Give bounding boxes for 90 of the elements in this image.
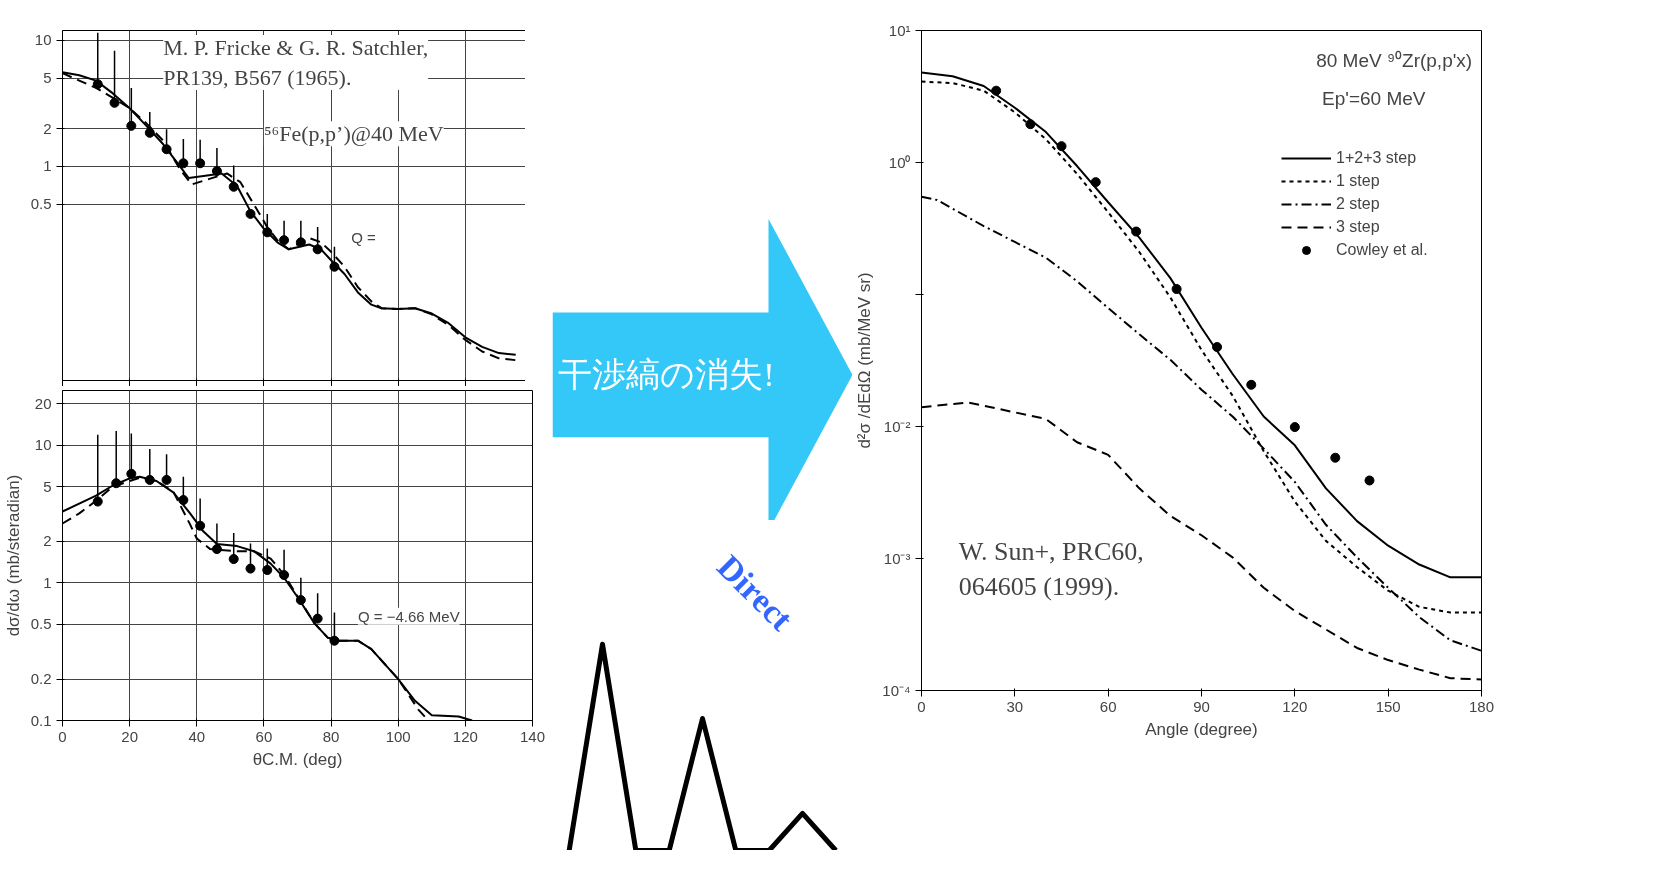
point	[126, 468, 137, 479]
point	[262, 227, 273, 238]
point	[211, 544, 222, 555]
x-tick-label: 0	[58, 727, 67, 745]
point	[245, 563, 256, 574]
x-tick-label: 100	[385, 727, 411, 745]
y-tick-label: 10	[34, 436, 52, 454]
y-tick-label: 10¹	[888, 22, 911, 39]
y-tick-label: 5	[43, 477, 52, 495]
x-tick-label: 40	[188, 727, 206, 745]
point	[144, 474, 155, 485]
point	[1171, 284, 1182, 295]
point	[228, 554, 239, 565]
annotation: Ep'=60 MeV	[1322, 88, 1426, 110]
legend-label: 1+2+3 step	[1336, 149, 1417, 167]
y-tick-label: 1	[43, 573, 52, 591]
point	[161, 474, 172, 485]
point	[1090, 177, 1101, 188]
point	[279, 235, 290, 246]
y-tick-label: 0.2	[30, 670, 52, 688]
point	[1131, 226, 1142, 237]
legend-label: 1 step	[1336, 172, 1380, 190]
y-axis-title: dσ/dω (mb/steradian)	[3, 474, 23, 637]
point	[178, 495, 189, 506]
point	[228, 181, 239, 192]
point	[329, 261, 340, 272]
point	[144, 127, 155, 138]
legend-label: 2 step	[1336, 195, 1380, 213]
y-tick-label: 0.5	[30, 195, 52, 213]
point	[161, 144, 172, 155]
point	[245, 208, 256, 219]
y-tick-label: 10⁻³	[883, 550, 911, 567]
text: 干渉縞の消失!	[558, 356, 775, 394]
y-tick-label: 10⁻⁴	[882, 682, 911, 699]
y-tick-label: 0.1	[30, 711, 52, 729]
y-tick-label: 1	[43, 157, 52, 175]
point	[262, 565, 273, 576]
annotation: Q = −4.66 MeV	[357, 607, 460, 625]
x-tick-label: 180	[1468, 697, 1495, 715]
point	[195, 158, 206, 169]
legend-label: 3 step	[1336, 218, 1380, 236]
x-tick-label: 140	[519, 727, 546, 745]
x-tick-label: 120	[1282, 697, 1308, 715]
point	[1330, 452, 1341, 463]
annotation: 80 MeV ⁹⁰Zr(p,p'x)	[1316, 50, 1473, 72]
point	[1056, 141, 1067, 152]
point	[1212, 342, 1223, 353]
x-axis-title: Angle (degree)	[1145, 719, 1258, 739]
point	[195, 520, 206, 531]
point	[111, 478, 122, 489]
x-tick-label: 120	[452, 727, 478, 745]
point	[312, 613, 323, 624]
x-tick-label: 80	[322, 727, 340, 745]
point	[92, 79, 103, 90]
y-axis-title: d²σ /dEdΩ (mb/MeV sr)	[855, 272, 875, 449]
point	[1289, 422, 1300, 433]
point	[312, 244, 323, 255]
point	[279, 570, 290, 581]
x-tick-label: 90	[1193, 697, 1210, 715]
point	[178, 158, 189, 169]
y-tick-label: 10⁰	[888, 154, 911, 171]
annotation: ⁵⁶Fe(p,p’)@40 MeV	[263, 121, 444, 147]
y-tick-label: 20	[34, 394, 52, 412]
y-tick-label: 2	[43, 532, 52, 550]
y-tick-label: 5	[43, 69, 52, 87]
x-tick-label: 0	[917, 697, 926, 715]
point	[126, 120, 137, 131]
point	[211, 166, 222, 177]
legend-label: Cowley et al.	[1336, 241, 1428, 259]
x-tick-label: 30	[1006, 697, 1024, 715]
point	[295, 595, 306, 606]
y-tick-label: 10	[34, 31, 52, 49]
point	[1364, 475, 1375, 486]
annotation: Q =	[351, 228, 377, 246]
x-tick-label: 60	[1099, 697, 1117, 715]
x-tick-label: 150	[1375, 697, 1401, 715]
point	[329, 635, 340, 646]
point	[1246, 379, 1257, 390]
x-tick-label: 60	[255, 727, 273, 745]
annotation: W. Sun+, PRC60, 064605 (1999).	[958, 537, 1144, 601]
point	[1025, 119, 1036, 130]
point	[295, 237, 306, 248]
y-tick-label: 0.5	[30, 615, 52, 633]
x-axis-title: θC.M. (deg)	[252, 749, 343, 769]
point	[109, 97, 120, 108]
y-tick-label: 10⁻²	[883, 418, 911, 435]
annotation: M. P. Fricke & G. R. Satchler, PR139, B567 (1965).	[163, 35, 429, 91]
y-tick-label: 2	[43, 119, 52, 137]
point	[991, 85, 1002, 96]
x-tick-label: 20	[121, 727, 138, 745]
